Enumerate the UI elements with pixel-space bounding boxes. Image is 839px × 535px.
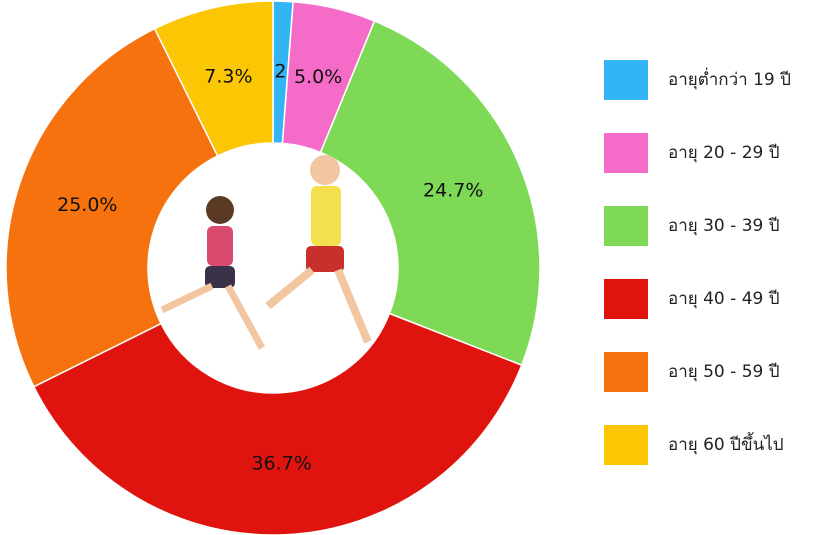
legend-label: อายุ 30 - 39 ปี bbox=[668, 216, 780, 236]
leg bbox=[224, 284, 266, 350]
legend-swatch bbox=[604, 133, 648, 173]
shorts bbox=[306, 246, 344, 272]
slice bbox=[319, 20, 541, 367]
slice bbox=[5, 27, 219, 388]
legend-swatch bbox=[604, 425, 648, 465]
runners-illustration bbox=[160, 155, 372, 350]
slice bbox=[32, 312, 523, 535]
value-label: 24.7% bbox=[423, 179, 483, 201]
legend-swatch bbox=[604, 60, 648, 100]
slice bbox=[153, 0, 274, 157]
legend-label: อายุ 60 ปีขึ้นไป bbox=[668, 432, 784, 455]
value-label: 7.3% bbox=[204, 66, 252, 88]
head bbox=[310, 155, 340, 185]
legend-label: อายุ 50 - 59 ปี bbox=[668, 362, 780, 382]
shorts bbox=[205, 266, 235, 288]
legend-swatch bbox=[604, 352, 648, 392]
legend: อายุต่ำกว่า 19 ปีอายุ 20 - 29 ปีอายุ 30 … bbox=[604, 60, 791, 465]
torso bbox=[207, 226, 233, 266]
donut: 1.2%5.0%24.7%36.7%25.0%7.3% bbox=[5, 0, 541, 535]
leg bbox=[334, 268, 372, 344]
head bbox=[206, 196, 234, 224]
value-label: 5.0% bbox=[294, 66, 342, 88]
value-label: 25.0% bbox=[57, 194, 117, 216]
torso bbox=[311, 186, 341, 246]
value-label: 36.7% bbox=[251, 452, 311, 474]
legend-swatch bbox=[604, 206, 648, 246]
leg bbox=[160, 282, 214, 314]
legend-label: อายุต่ำกว่า 19 ปี bbox=[668, 67, 791, 90]
legend-swatch bbox=[604, 279, 648, 319]
legend-label: อายุ 40 - 49 ปี bbox=[668, 289, 780, 309]
legend-label: อายุ 20 - 29 ปี bbox=[668, 143, 780, 163]
donut-hole bbox=[149, 144, 397, 392]
leg bbox=[265, 266, 315, 310]
